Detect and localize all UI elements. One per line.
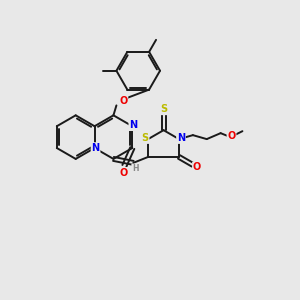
Text: S: S [160, 104, 167, 114]
Text: O: O [227, 131, 236, 141]
Text: H: H [132, 164, 139, 173]
Text: O: O [193, 162, 201, 172]
Text: N: N [177, 133, 185, 143]
Text: S: S [142, 133, 149, 143]
Text: N: N [129, 120, 137, 130]
Text: O: O [119, 168, 128, 178]
Text: O: O [119, 97, 128, 106]
Text: N: N [92, 143, 100, 153]
